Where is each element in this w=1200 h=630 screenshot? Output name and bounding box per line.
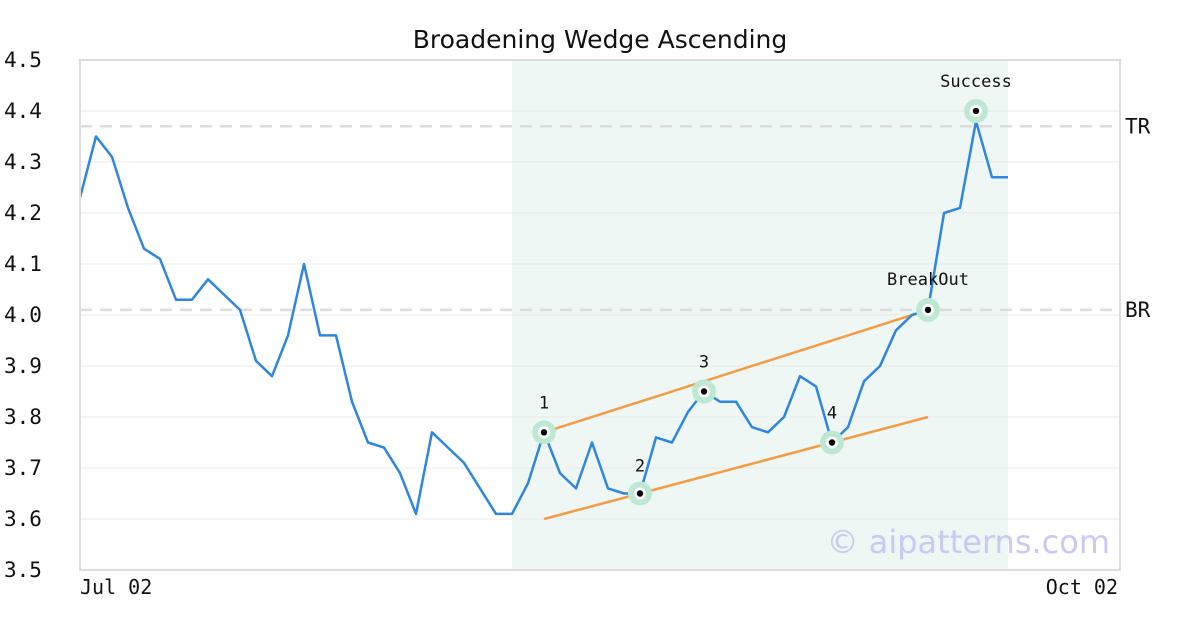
annotation-labels: TR BR 1 2 3 4 BreakOut Success [539,72,1151,477]
plot-frame [79,59,1121,571]
y-tick-label: 4.2 [4,201,42,225]
x-end-label: Oct 02 [1046,575,1118,599]
point-dot-3 [700,388,708,395]
y-tick-label: 4.4 [4,99,42,123]
point-label-3: 3 [699,353,709,373]
point-dot-breakout [924,306,932,314]
point-label-1: 1 [539,393,549,413]
lower-trendline [543,415,929,521]
y-tick-label: 3.7 [4,456,42,480]
level-label-br: BR [1125,298,1151,322]
point-dot-4 [828,439,836,446]
level-lines-layer [80,125,1120,312]
points-layer [532,99,988,506]
point-label-2: 2 [635,457,645,477]
point-dot-2 [636,490,644,497]
y-tick-label: 3.5 [4,558,42,582]
level-label-tr: TR [1125,114,1151,138]
chart-title: Broadening Wedge Ascending [413,25,788,54]
y-tick-label: 3.6 [4,507,42,531]
point-label-success: Success [940,72,1012,92]
y-tick-labels: 3.5 3.6 3.7 3.8 3.9 4.0 4.1 4.2 4.3 4.4 4.5 [4,48,42,582]
y-tick-label: 4.3 [4,150,42,174]
watermark: © aipatterns.com [827,523,1110,561]
x-start-label: Jul 02 [80,575,152,599]
y-tick-label: 3.9 [4,354,42,378]
trendlines-layer [543,308,929,521]
point-label-breakout: BreakOut [887,270,969,290]
y-tick-label: 3.8 [4,405,42,429]
upper-trendline [543,308,929,434]
y-tick-label: 4.1 [4,252,42,276]
y-tick-label: 4.0 [4,303,42,327]
point-label-4: 4 [827,404,837,424]
y-tick-label: 4.5 [4,48,42,72]
point-dot-1 [540,429,548,436]
point-dot-success [972,107,980,115]
